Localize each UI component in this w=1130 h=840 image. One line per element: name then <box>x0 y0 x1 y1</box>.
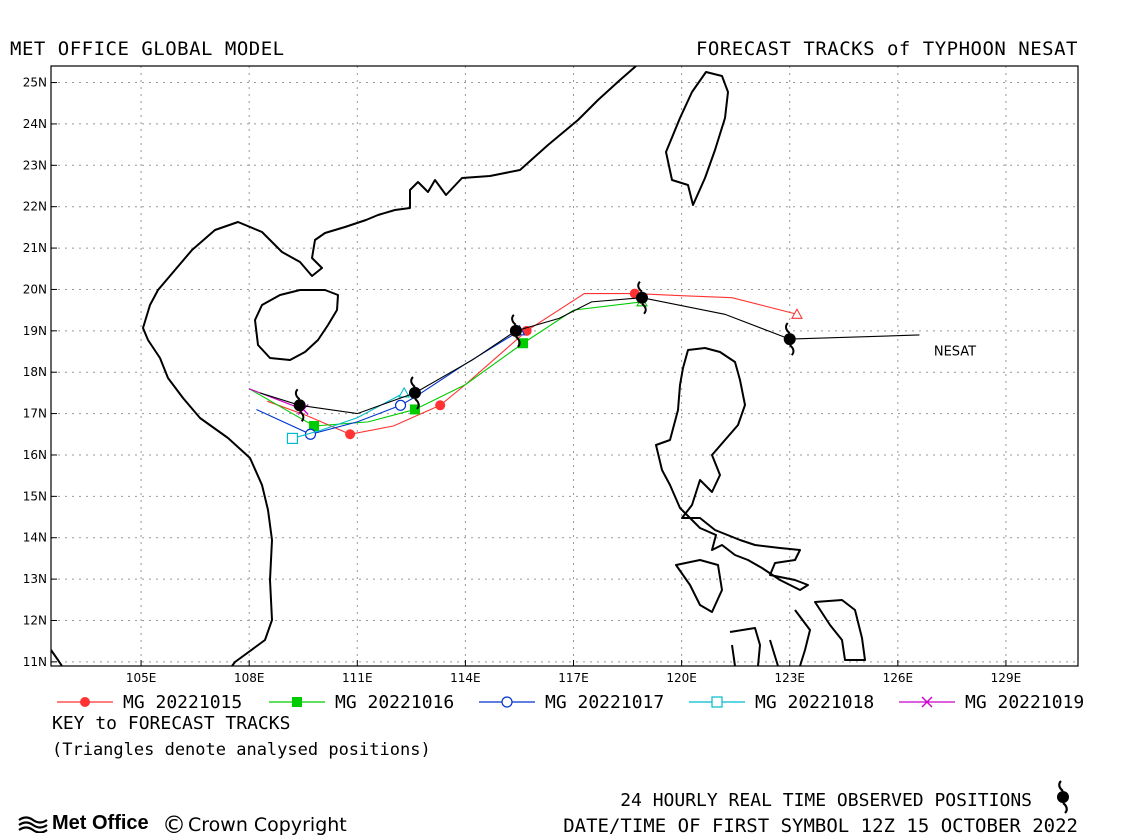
forecast-marker <box>435 400 446 411</box>
legend-label: MG 20221017 <box>545 691 665 713</box>
met-office-waves-icon <box>18 815 48 833</box>
lon-tick-label: 114E <box>450 671 481 685</box>
lat-tick-label: 13N <box>23 572 47 586</box>
forecast-track-20221017 <box>256 324 526 440</box>
lat-tick-label: 20N <box>23 282 47 296</box>
hurricane-symbol-icon <box>783 322 796 356</box>
visayas-islands <box>729 609 811 666</box>
lat-tick-label: 16N <box>23 448 47 462</box>
legend-swatch-20221016 <box>269 697 325 707</box>
lat-tick-label: 15N <box>23 489 47 503</box>
mindoro-island <box>675 559 723 613</box>
grid-lines <box>51 66 1078 666</box>
chart-title: FORECAST TRACKS of TYPHOON NESAT <box>695 38 1078 60</box>
lat-tick-label: 23N <box>23 158 47 172</box>
lon-tick-label: 108E <box>234 671 265 685</box>
met-office-logo: Met Office <box>18 812 149 835</box>
storm-name-label: NESAT <box>934 345 976 360</box>
forecast-track-20221016 <box>248 295 648 431</box>
legend-swatch-20221018 <box>689 696 745 708</box>
met-office-wordmark: Met Office <box>52 812 149 834</box>
lat-tick-label: 21N <box>23 241 47 255</box>
luzon-island <box>655 347 809 591</box>
lon-tick-label: 123E <box>774 671 805 685</box>
legend-item-20221018: MG 20221018 <box>687 690 874 714</box>
legend-label: MG 20221018 <box>755 691 875 713</box>
forecast-marker <box>286 432 299 445</box>
lon-tick-label: 129E <box>991 671 1022 685</box>
lat-tick-label: 24N <box>23 117 47 131</box>
hurricane-symbol-icon <box>509 314 522 348</box>
lon-tick-label: 105E <box>126 671 157 685</box>
lat-tick-label: 22N <box>23 200 47 214</box>
hainan-island <box>254 289 339 361</box>
legend-label: MG 20221016 <box>335 691 455 713</box>
samar-island <box>814 599 866 661</box>
forecast-marker <box>309 421 320 431</box>
legend-item-20221017: MG 20221017 <box>477 690 664 714</box>
forecast-tracks <box>248 288 803 445</box>
axis-tick-labels: 105E 108E 111E 114E 117E 120E 123E 126E 129E 11N 1… <box>23 76 1021 685</box>
legend-swatch-20221015 <box>57 697 113 707</box>
lat-tick-label: 19N <box>23 324 47 338</box>
forecast-track-line <box>248 301 643 427</box>
legend-label: MG 20221015 <box>123 691 243 713</box>
lat-tick-label: 12N <box>23 613 47 627</box>
copyright-text: Crown Copyright <box>188 814 347 836</box>
lat-tick-label: 17N <box>23 407 47 421</box>
forecast-track-map: NESAT 105E 108E 111E 114E 117E 120E 123E 126E 12… <box>23 65 1079 685</box>
hurricane-symbol-icon <box>408 376 421 410</box>
lon-tick-label: 126E <box>883 671 914 685</box>
forecast-marker <box>345 429 356 440</box>
forecast-marker <box>409 404 420 415</box>
key-title: KEY to FORECAST TRACKS <box>52 713 291 734</box>
plot-frame <box>50 65 1079 667</box>
analysed-position-triangle <box>790 308 803 319</box>
forecast-track-line <box>256 330 520 435</box>
lat-tick-label: 11N <box>23 655 47 669</box>
west-coast-stub <box>51 649 63 666</box>
hurricane-symbol-icon <box>1057 780 1069 814</box>
forecast-marker <box>518 338 529 349</box>
hurricane-symbol-icon <box>635 281 648 315</box>
model-title: MET OFFICE GLOBAL MODEL <box>10 38 285 60</box>
lon-tick-label: 120E <box>666 671 697 685</box>
legend-swatch-20221017 <box>479 696 535 708</box>
hurricane-symbol-icon <box>293 388 306 423</box>
legend-item-20221016: MG 20221016 <box>267 690 454 714</box>
legend-label: MG 20221019 <box>965 691 1085 713</box>
lon-tick-label: 117E <box>558 671 589 685</box>
lat-tick-label: 14N <box>23 531 47 545</box>
lon-tick-label: 111E <box>342 671 373 685</box>
crown-copyright: © Crown Copyright <box>162 813 347 837</box>
key-note: (Triangles denote analysed positions) <box>52 740 431 760</box>
first-symbol-datetime: DATE/TIME OF FIRST SYMBOL 12Z 15 OCTOBER… <box>563 815 1078 837</box>
legend-item-20221015: MG 20221015 <box>55 690 242 714</box>
legend-swatch-20221019 <box>899 696 955 708</box>
lat-tick-label: 18N <box>23 365 47 379</box>
observed-track <box>259 281 920 423</box>
forecast-track-20221015 <box>267 288 803 440</box>
mainland-coast <box>142 66 637 666</box>
lat-tick-label: 25N <box>23 76 47 90</box>
coastlines <box>51 66 866 666</box>
forecast-marker <box>394 399 407 411</box>
copyright-icon: © <box>162 811 186 839</box>
legend-item-20221019: MG 20221019 <box>897 690 1084 714</box>
taiwan-island <box>665 71 729 206</box>
forecast-legend: MG 20221015 MG 20221016 MG 20221017 MG 2… <box>55 690 1115 714</box>
observed-positions-note: 24 HOURLY REAL TIME OBSERVED POSITIONS <box>620 790 1032 811</box>
forecast-track-line <box>267 293 798 435</box>
observed-track-line <box>259 297 920 415</box>
